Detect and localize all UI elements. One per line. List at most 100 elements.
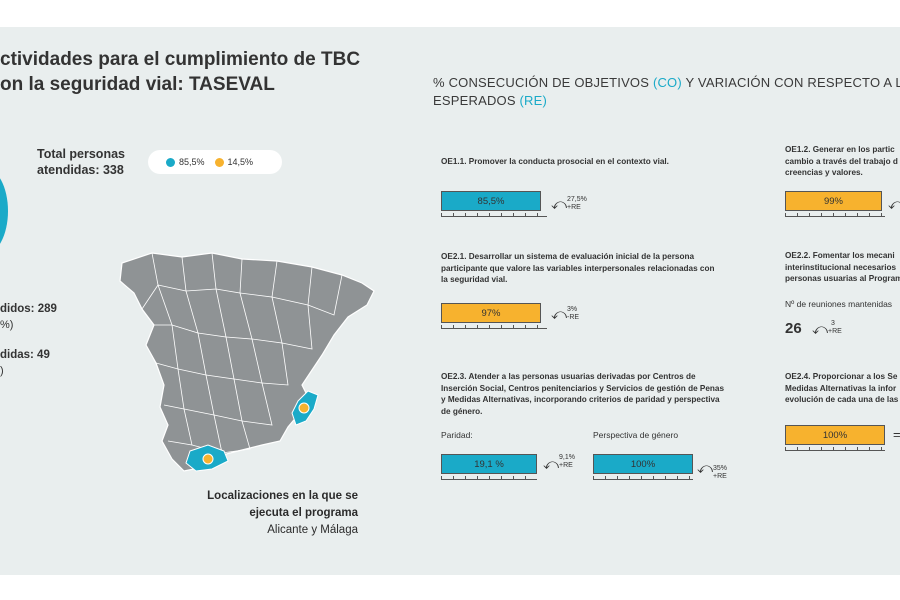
oe24-text-3: evolución de cada una de las	[785, 395, 899, 404]
section-title: % CONSECUCIÓN DE OBJETIVOS (CO) Y VARIAC…	[433, 74, 900, 110]
stat-1-sub: %)	[0, 319, 14, 331]
oe21-ticks	[441, 324, 547, 329]
total-line-1: Total personas	[37, 147, 125, 161]
oe21-text-3: la seguridad vial.	[441, 275, 508, 284]
legend-label-blue: 85,5%	[179, 157, 205, 167]
oe11-text: OE1.1. Promover la conducta prosocial en…	[441, 157, 669, 166]
oe21-text-2: participante que valore las variables in…	[441, 263, 715, 273]
oe12-variation-arrow-icon: ⤺	[888, 196, 900, 213]
oe22-var-label: +RE	[828, 328, 842, 335]
section-title-co: (CO)	[652, 75, 682, 90]
oe23-text-1: OE2.3. Atender a las personas usuarias d…	[441, 372, 696, 381]
oe12-text-2: cambio a través del trabajo d	[785, 156, 898, 166]
oe23-paridad-variation: 9,1% +RE	[559, 454, 575, 470]
oe23-paridad-var-label: +RE	[559, 462, 573, 469]
objective-oe12: OE1.2. Generar en los partic cambio a tr…	[785, 144, 898, 179]
legend-item-blue: 85,5%	[166, 157, 205, 167]
oe24-equal-sign: =	[893, 427, 900, 442]
oe24-ticks	[785, 446, 885, 451]
oe12-value: 99%	[823, 195, 843, 207]
oe21-variation: 3% -RE	[567, 306, 579, 322]
oe12-text-1: OE1.2. Generar en los partic	[785, 145, 895, 154]
legend-dot-orange	[214, 157, 224, 167]
legend-item-orange: 14,5%	[214, 157, 254, 167]
stat-2-label: didas: 49	[0, 349, 50, 361]
map-caption-places: Alicante y Málaga	[267, 524, 358, 536]
oe11-ticks	[441, 212, 547, 217]
oe22-meetings-value: 26	[785, 320, 802, 337]
oe11-variation-arrow-icon: ⤺	[551, 196, 568, 213]
oe22-var-value: 3	[831, 320, 835, 327]
oe11-variation-label: +RE	[567, 204, 581, 211]
objective-oe23: OE2.3. Atender a las personas usuarias d…	[441, 371, 724, 417]
oe24-value: 100%	[822, 429, 848, 441]
objective-oe21: OE2.1. Desarrollar un sistema de evaluac…	[441, 251, 715, 286]
legend: 85,5% 14,5%	[148, 150, 282, 174]
section-title-esperados: ESPERADOS	[433, 93, 520, 108]
oe23-text-2: Inserción Social, Centros penitenciarios…	[441, 383, 725, 393]
oe23-genero-value: 100%	[630, 458, 656, 470]
legend-dot-blue	[166, 157, 175, 167]
oe24-bar: 100%	[785, 425, 885, 445]
oe24-text-1: OE2.4. Proporcionar a los Se	[785, 372, 898, 381]
oe22-text-1: OE2.2. Fomentar los mecani	[785, 251, 895, 260]
page-title: ctividades para el cumplimiento de TBC o…	[0, 47, 390, 97]
section-title-part-1: % CONSECUCIÓN DE OBJETIVOS	[433, 75, 653, 90]
objective-oe22: OE2.2. Fomentar los mecani interinstituc…	[785, 250, 900, 285]
oe12-ticks	[785, 212, 885, 217]
oe23-paridad-ticks	[441, 475, 537, 480]
oe23-paridad-var-value: 9,1%	[559, 454, 575, 461]
objective-oe11: OE1.1. Promover la conducta prosocial en…	[441, 156, 669, 168]
map-caption-line-1: Localizaciones en la que se	[207, 490, 358, 502]
oe23-text-4: de género.	[441, 406, 483, 416]
oe23-genero-bar: 100%	[593, 454, 693, 474]
oe11-variation-value: 27,5%	[567, 196, 587, 203]
section-title-line-2: ESPERADOS (RE)	[433, 92, 900, 110]
oe12-bar: 99%	[785, 191, 882, 211]
stat-2-sub: )	[0, 365, 4, 377]
stat-1-label: didos: 289	[0, 303, 57, 315]
oe22-arrow-icon: ⤺	[812, 321, 829, 338]
oe24-text-2: Medidas Alternativas la infor	[785, 383, 897, 393]
malaga-marker	[202, 453, 214, 465]
oe23-paridad-bar: 19,1 %	[441, 454, 537, 474]
donut-chart	[0, 167, 8, 255]
oe23-paridad-arrow-icon: ⤺	[543, 456, 560, 473]
oe22-text-2: interinstitucional necesarios	[785, 262, 897, 272]
infographic-panel: ctividades para el cumplimiento de TBC o…	[0, 27, 900, 575]
map-caption-line-2: ejecuta el programa	[249, 507, 358, 519]
oe23-paridad-value: 19,1 %	[474, 458, 504, 470]
oe23-genero-ticks	[593, 475, 693, 480]
oe23-genero-label: Perspectiva de género	[593, 430, 679, 440]
oe21-variation-arrow-icon: ⤺	[551, 306, 568, 323]
oe22-meetings-label: Nº de reuniones mantenidas	[785, 299, 893, 309]
section-title-line-1: % CONSECUCIÓN DE OBJETIVOS (CO) Y VARIAC…	[433, 74, 900, 92]
oe23-paridad-label: Paridad:	[441, 430, 473, 440]
oe21-value: 97%	[481, 307, 501, 319]
oe21-text-1: OE2.1. Desarrollar un sistema de evaluac…	[441, 252, 695, 261]
total-attended: Total personas atendidas: 338	[37, 146, 125, 178]
alicante-marker	[298, 402, 310, 414]
legend-label-orange: 14,5%	[227, 157, 254, 167]
oe11-variation: 27,5% +RE	[567, 196, 587, 212]
section-title-part-2: Y VARIACIÓN CON RESPECTO A LOS	[681, 75, 900, 90]
oe21-variation-value: 3%	[567, 306, 578, 313]
oe23-genero-arrow-icon: ⤺	[697, 460, 714, 477]
oe22-variation: 3 +RE	[828, 320, 842, 336]
oe21-variation-label: -RE	[567, 314, 580, 321]
oe23-genero-variation: 35% +RE	[713, 465, 727, 481]
oe23-genero-var-value: 35%	[713, 465, 728, 472]
oe12-text-3: creencias y valores.	[785, 168, 863, 177]
oe22-text-3: personas usuarias al Program	[785, 274, 900, 283]
title-line-1: ctividades para el cumplimiento de TBC	[0, 49, 361, 70]
oe11-value: 85,5%	[477, 195, 505, 207]
oe23-text-3: y Medidas Alternativas, incorporando cri…	[441, 395, 720, 404]
title-line-2: on la seguridad vial: TASEVAL	[0, 74, 275, 95]
oe21-bar: 97%	[441, 303, 541, 323]
section-title-re: (RE)	[519, 93, 548, 108]
region-borders	[141, 252, 343, 454]
oe11-bar: 85,5%	[441, 191, 541, 211]
total-line-2: atendidas: 338	[37, 163, 124, 177]
objective-oe24: OE2.4. Proporcionar a los Se Medidas Alt…	[785, 371, 898, 406]
spain-map	[119, 252, 375, 472]
